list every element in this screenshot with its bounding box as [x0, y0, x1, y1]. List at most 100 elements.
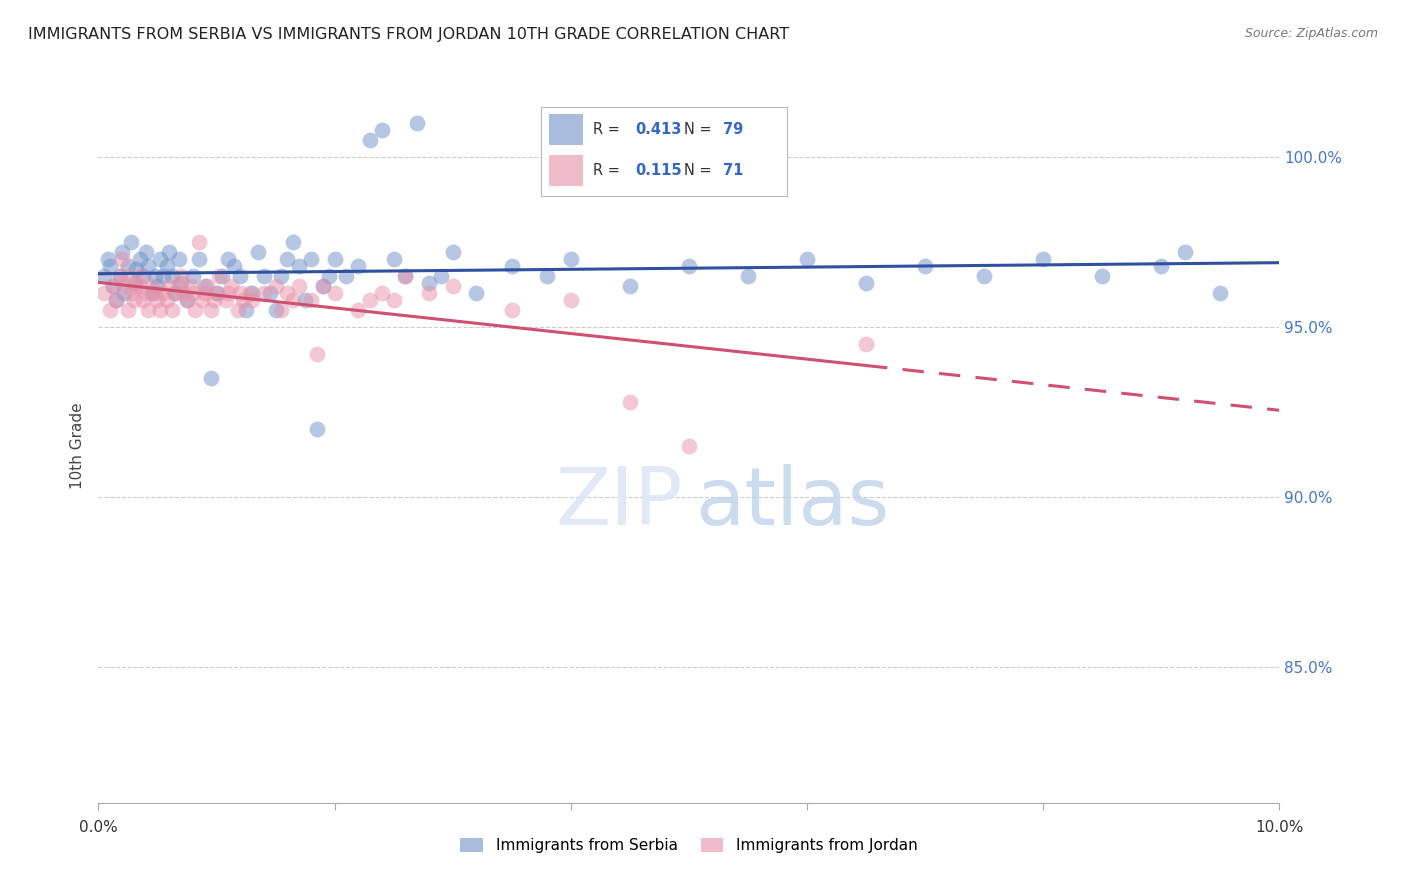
Point — [117, 269, 139, 284]
Point — [305, 422, 328, 436]
Point — [157, 279, 180, 293]
Point — [195, 279, 218, 293]
Point — [270, 269, 292, 284]
Point — [323, 286, 346, 301]
Point — [359, 293, 381, 307]
Point — [132, 269, 155, 284]
Text: 10.0%: 10.0% — [1256, 820, 1303, 835]
Point — [165, 286, 187, 301]
Text: 79: 79 — [724, 122, 744, 136]
Point — [157, 245, 180, 260]
Point — [678, 259, 700, 273]
Point — [1174, 245, 1197, 260]
Point — [973, 269, 995, 284]
Point — [156, 293, 179, 307]
Point — [678, 439, 700, 453]
Point — [229, 269, 252, 284]
Point — [93, 286, 115, 301]
Point — [122, 293, 145, 307]
Point — [235, 303, 257, 318]
Point — [101, 279, 124, 293]
Point — [283, 235, 305, 249]
Point — [226, 303, 249, 318]
Point — [737, 269, 759, 284]
Point — [215, 293, 238, 307]
Point — [187, 252, 209, 266]
Point — [136, 259, 159, 273]
Point — [149, 252, 172, 266]
Point — [172, 286, 194, 301]
Point — [125, 279, 148, 293]
Point — [200, 371, 222, 385]
Point — [135, 245, 157, 260]
Point — [406, 116, 429, 130]
Point — [240, 293, 263, 307]
Point — [270, 303, 292, 318]
Point — [288, 279, 311, 293]
Point — [217, 252, 239, 266]
Text: atlas: atlas — [695, 464, 889, 542]
Point — [160, 303, 183, 318]
Point — [200, 303, 222, 318]
Point — [1032, 252, 1054, 266]
Point — [122, 276, 145, 290]
Point — [382, 293, 405, 307]
Point — [371, 286, 394, 301]
Point — [180, 279, 202, 293]
Point — [288, 259, 311, 273]
Text: N =: N = — [685, 122, 716, 136]
Point — [231, 293, 253, 307]
Point — [176, 293, 198, 307]
Point — [312, 279, 335, 293]
Point — [167, 279, 190, 293]
Point — [259, 286, 281, 301]
Point — [156, 259, 179, 273]
Point — [112, 286, 135, 301]
Point — [98, 303, 121, 318]
Point — [152, 286, 174, 301]
Point — [560, 252, 582, 266]
Point — [112, 279, 135, 293]
Point — [914, 259, 936, 273]
Point — [1150, 259, 1173, 273]
Point — [335, 269, 357, 284]
Point — [187, 235, 209, 249]
Text: R =: R = — [593, 122, 624, 136]
Point — [1209, 286, 1232, 301]
Point — [855, 337, 877, 351]
Point — [560, 293, 582, 307]
Point — [105, 293, 128, 307]
Point — [264, 303, 287, 318]
Point — [146, 279, 169, 293]
Point — [97, 252, 120, 266]
Point — [135, 286, 157, 301]
Text: ZIP: ZIP — [555, 464, 683, 542]
Point — [132, 293, 155, 307]
Point — [229, 286, 252, 301]
Text: R =: R = — [593, 163, 624, 178]
Point — [181, 286, 204, 301]
Point — [253, 286, 276, 301]
Point — [194, 286, 217, 301]
Point — [305, 347, 328, 361]
Point — [347, 303, 370, 318]
Point — [128, 279, 150, 293]
Point — [117, 259, 139, 273]
Point — [128, 269, 150, 284]
Point — [418, 276, 440, 290]
Point — [536, 269, 558, 284]
Point — [855, 276, 877, 290]
Point — [359, 133, 381, 147]
Point — [394, 269, 416, 284]
Point — [441, 245, 464, 260]
Bar — [548, 114, 583, 145]
Point — [318, 269, 340, 284]
Point — [299, 252, 322, 266]
Point — [382, 252, 405, 266]
Point — [143, 269, 166, 284]
Point — [93, 269, 115, 284]
Point — [160, 269, 183, 284]
Text: 0.0%: 0.0% — [79, 820, 118, 835]
Point — [294, 293, 316, 307]
Text: 0.115: 0.115 — [636, 163, 682, 178]
